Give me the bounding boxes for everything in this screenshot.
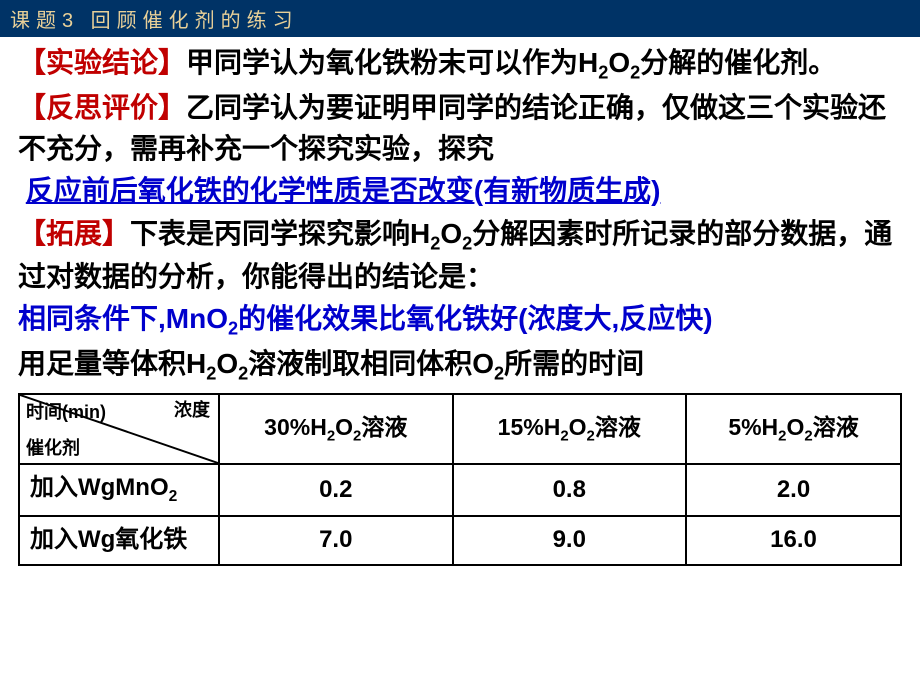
sub-2: 2 xyxy=(238,364,248,384)
diag-label-top: 浓度 xyxy=(174,397,210,423)
col3-c: 溶液 xyxy=(813,414,859,440)
cell-r2c3: 16.0 xyxy=(686,516,901,565)
cell-r2c2: 9.0 xyxy=(453,516,687,565)
text-conclusion-3: 分解的催化剂。 xyxy=(640,47,836,78)
col2-c: 溶液 xyxy=(595,414,641,440)
paragraph-reflection: 【反思评价】乙同学认为要证明甲同学的结论正确，仅做这三个实验还不充分，需再补充一… xyxy=(18,88,902,169)
sub-2: 2 xyxy=(804,428,812,445)
answer-blue-1: 反应前后氧化铁的化学性质是否改变(有新物质生成) xyxy=(26,175,661,206)
cell-r1c2: 0.8 xyxy=(453,464,687,515)
col1-c: 溶液 xyxy=(361,414,407,440)
diag-label-bottom: 催化剂 xyxy=(26,435,80,461)
text-note-1: 用足量等体积H xyxy=(18,348,206,379)
text-conclusion-1: 甲同学认为氧化铁粉末可以作为H xyxy=(186,47,598,78)
table-header-row: 浓度 时间(min) 催化剂 30%H2O2溶液 15%H2O2溶液 5%H2O… xyxy=(19,394,901,464)
paragraph-answer1: 反应前后氧化铁的化学性质是否改变(有新物质生成) xyxy=(18,171,902,212)
text-note-2: O xyxy=(216,348,238,379)
diagonal-header-cell: 浓度 时间(min) 催化剂 xyxy=(19,394,219,464)
paragraph-note: 用足量等体积H2O2溶液制取相同体积O2所需的时间 xyxy=(18,344,902,387)
paragraph-answer2: 相同条件下,MnO2的催化效果比氧化铁好(浓度大,反应快) xyxy=(18,299,902,342)
table-row: 加入Wg氧化铁 7.0 9.0 16.0 xyxy=(19,516,901,565)
slide-header: 课题3 回顾催化剂的练习 xyxy=(0,0,920,37)
cell-r1c1: 0.2 xyxy=(219,464,453,515)
col-header-1: 30%H2O2溶液 xyxy=(219,394,453,464)
paragraph-extension: 【拓展】下表是丙同学探究影响H2O2分解因素时所记录的部分数据，通过对数据的分析… xyxy=(18,214,902,298)
sub-2: 2 xyxy=(169,488,178,505)
sub-2: 2 xyxy=(630,63,640,83)
label-extension: 【拓展】 xyxy=(18,218,130,249)
sub-2: 2 xyxy=(494,364,504,384)
sub-2: 2 xyxy=(206,364,216,384)
label-conclusion: 【实验结论】 xyxy=(18,47,186,78)
answer-blue-2b: 的催化效果比氧化铁好(浓度大,反应快) xyxy=(238,303,712,334)
header-title: 课题3 回顾催化剂的练习 xyxy=(10,10,299,32)
col3-b: O xyxy=(786,414,804,440)
col2-a: 15%H xyxy=(498,414,561,440)
col-header-3: 5%H2O2溶液 xyxy=(686,394,901,464)
paragraph-conclusion: 【实验结论】甲同学认为氧化铁粉末可以作为H2O2分解的催化剂。 xyxy=(18,43,902,86)
text-note-3: 溶液制取相同体积O xyxy=(248,348,494,379)
sub-2: 2 xyxy=(587,428,595,445)
sub-2: 2 xyxy=(228,319,238,339)
sub-2: 2 xyxy=(430,233,440,253)
data-table: 浓度 时间(min) 催化剂 30%H2O2溶液 15%H2O2溶液 5%H2O… xyxy=(18,393,902,565)
text-conclusion-2: O xyxy=(608,47,630,78)
row1-label-a: 加入WgMnO xyxy=(30,474,169,501)
slide-content: 【实验结论】甲同学认为氧化铁粉末可以作为H2O2分解的催化剂。 【反思评价】乙同… xyxy=(0,37,920,572)
row1-label: 加入WgMnO2 xyxy=(19,464,219,515)
col3-a: 5%H xyxy=(728,414,778,440)
sub-2: 2 xyxy=(327,428,335,445)
sub-2: 2 xyxy=(462,233,472,253)
cell-r1c3: 2.0 xyxy=(686,464,901,515)
text-note-4: 所需的时间 xyxy=(504,348,644,379)
text-extension-2: O xyxy=(440,218,462,249)
col2-b: O xyxy=(569,414,587,440)
row2-label: 加入Wg氧化铁 xyxy=(19,516,219,565)
table-row: 加入WgMnO2 0.2 0.8 2.0 xyxy=(19,464,901,515)
text-extension-1: 下表是丙同学探究影响H xyxy=(130,218,430,249)
col-header-2: 15%H2O2溶液 xyxy=(453,394,687,464)
answer-blue-2a: 相同条件下,MnO xyxy=(18,303,228,334)
sub-2: 2 xyxy=(598,63,608,83)
cell-r2c1: 7.0 xyxy=(219,516,453,565)
sub-2: 2 xyxy=(560,428,568,445)
diag-label-left: 时间(min) xyxy=(26,399,106,425)
col1-a: 30%H xyxy=(264,414,327,440)
label-reflection: 【反思评价】 xyxy=(18,92,186,123)
col1-b: O xyxy=(335,414,353,440)
